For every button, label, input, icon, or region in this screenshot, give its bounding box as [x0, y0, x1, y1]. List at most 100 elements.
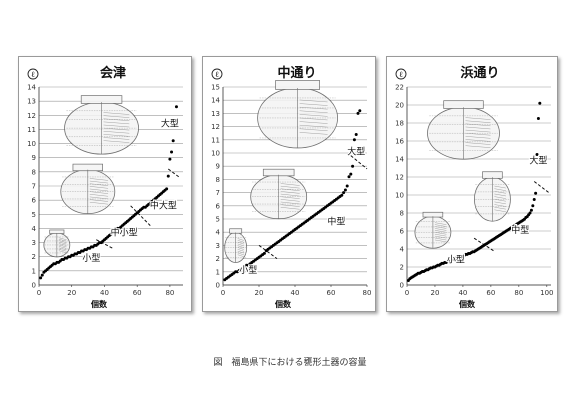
y-tick-label: 8	[32, 168, 36, 176]
x-tick-label: 20	[255, 289, 264, 297]
data-point	[262, 251, 266, 255]
y-tick-label: 13	[27, 98, 36, 106]
unit-label: ℓ	[400, 69, 404, 79]
group-divider	[167, 168, 181, 178]
x-tick-label: 40	[100, 289, 109, 297]
y-tick-label: 10	[27, 140, 36, 148]
data-point	[168, 157, 172, 161]
y-tick-label: 0	[216, 282, 220, 290]
data-point	[538, 101, 542, 105]
group-label: 大型	[347, 145, 365, 157]
y-tick-label: 14	[395, 156, 404, 164]
y-tick-label: 10	[211, 150, 220, 158]
pot-illustration-icon	[64, 95, 139, 155]
y-tick-label: 9	[216, 163, 220, 171]
y-tick-label: 15	[211, 84, 220, 92]
group-label: 中型	[327, 215, 345, 227]
y-tick-label: 7	[32, 183, 36, 191]
data-point	[351, 164, 355, 168]
x-axis-label: 個数	[458, 299, 476, 309]
pot-illustration-icon	[474, 171, 511, 222]
y-tick-label: 6	[400, 228, 405, 236]
y-tick-label: 16	[395, 138, 404, 146]
chart-title: 浜通り	[460, 65, 499, 81]
y-tick-label: 14	[211, 97, 220, 105]
x-tick-label: 20	[67, 289, 76, 297]
data-point	[349, 172, 353, 176]
pot-illustration-icon	[257, 80, 338, 149]
data-point	[536, 117, 540, 120]
y-tick-label: 8	[400, 210, 404, 218]
x-tick-label: 60	[327, 289, 336, 297]
y-tick-label: 4	[400, 246, 405, 254]
pot-illustration-icon	[224, 228, 248, 263]
x-tick-label: 40	[291, 289, 300, 297]
data-point	[356, 111, 360, 115]
data-point	[534, 191, 538, 195]
data-point	[354, 133, 358, 137]
y-tick-label: 11	[27, 126, 36, 134]
x-tick-label: 0	[37, 289, 41, 297]
pot-illustration-icon	[250, 168, 308, 220]
y-tick-label: 1	[216, 268, 220, 276]
chart-hamadori: 0 2 4 6 8 10 12 14 16 18 20 22 0 20 40 60 80 100 浜通り ℓ 個数 大型中…	[395, 65, 553, 309]
data-point	[166, 174, 170, 178]
y-tick-label: 2	[400, 264, 404, 272]
x-tick-label: 20	[431, 289, 440, 297]
y-tick-label: 2	[216, 255, 220, 263]
data-point	[528, 211, 532, 215]
x-tick-label: 100	[540, 289, 553, 297]
y-tick-label: 14	[27, 84, 36, 92]
chart-panel-nakadori: 0 1 2 3 4 5 6 7 8 9 10 11 12 13 14 15 0 20 40 60 80 中通り ℓ 個数 大型中…	[202, 56, 376, 312]
group-label: 中大型	[150, 200, 177, 212]
data-point	[173, 120, 177, 124]
data-point	[170, 150, 174, 154]
pot-illustration-icon	[43, 229, 71, 258]
group-label: 小型	[82, 253, 100, 264]
y-tick-label: 10	[395, 192, 404, 200]
y-tick-label: 0	[32, 282, 36, 290]
group-label: 大型	[529, 155, 547, 167]
y-tick-label: 3	[32, 239, 36, 247]
chart-title: 会津	[100, 65, 126, 81]
x-axis-label: 個数	[90, 299, 108, 309]
unit-badge	[211, 68, 223, 80]
unit-label: ℓ	[216, 69, 220, 79]
y-tick-label: 12	[395, 174, 404, 182]
unit-badge	[27, 68, 39, 80]
data-point	[529, 208, 533, 212]
pot-illustration-icon	[414, 211, 452, 249]
y-tick-label: 12	[27, 112, 36, 120]
group-divider	[350, 155, 368, 170]
data-point	[343, 188, 347, 192]
data-point	[532, 198, 536, 201]
y-tick-label: 1	[32, 267, 36, 275]
x-tick-label: 80	[363, 289, 372, 297]
y-tick-label: 8	[216, 176, 220, 184]
data-point	[535, 153, 539, 156]
group-label: 中型	[511, 224, 529, 236]
x-tick-label: 0	[405, 289, 409, 297]
x-axis-label: 個数	[274, 299, 292, 309]
y-tick-label: 5	[32, 211, 36, 219]
data-point	[340, 193, 344, 197]
data-point	[39, 276, 43, 280]
y-tick-label: 9	[32, 154, 36, 162]
y-tick-label: 5	[216, 216, 220, 224]
group-divider	[96, 239, 113, 249]
y-tick-label: 6	[32, 197, 37, 205]
data-point	[531, 204, 535, 208]
y-tick-label: 4	[216, 229, 221, 237]
unit-badge	[395, 68, 407, 80]
data-point	[342, 191, 346, 195]
y-tick-label: 20	[395, 102, 404, 110]
group-divider	[533, 181, 550, 194]
y-tick-label: 22	[395, 84, 404, 92]
x-tick-label: 60	[486, 289, 495, 297]
pot-illustration-icon	[427, 100, 500, 160]
figure-caption: 図 福島県下における甕形土器の容量	[213, 358, 367, 368]
data-point	[165, 187, 169, 191]
x-tick-label: 80	[514, 289, 523, 297]
